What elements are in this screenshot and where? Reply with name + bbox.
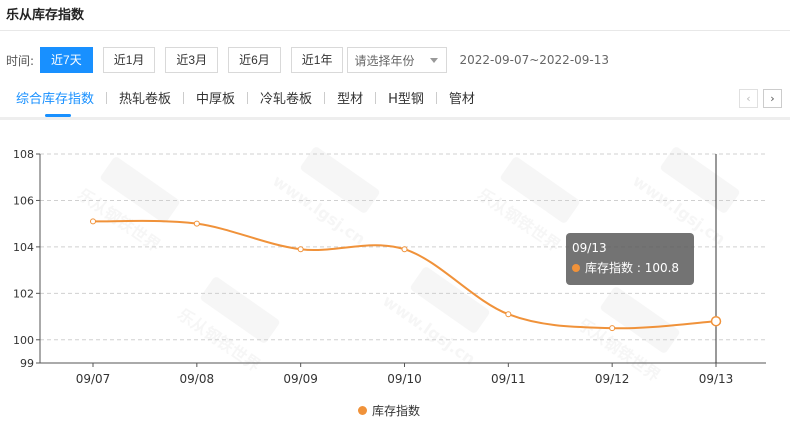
- tabs-prev-button[interactable]: ‹: [739, 89, 758, 108]
- year-select[interactable]: 请选择年份: [347, 47, 448, 73]
- inventory-index-chart: 乐从钢铁世界 www.lgsj.cn 乐从钢铁世界 www.lgsj.cn乐从钢铁世界…: [13, 147, 766, 386]
- watermark-mark: [200, 277, 280, 343]
- tooltip-separator: :: [633, 261, 645, 275]
- page-title: 乐从库存指数: [6, 8, 85, 23]
- data-point: [90, 218, 96, 225]
- time-filter-bar: 时间: 近7天 近1月 近3月 近6月 近1年 请选择年份 2022-09-07…: [6, 47, 609, 73]
- tab-h-beam[interactable]: H型钢: [388, 92, 424, 107]
- legend-series-dot: [358, 406, 367, 415]
- chevron-left-icon: ‹: [746, 92, 751, 105]
- tab-composite-index[interactable]: 综合库存指数: [16, 92, 95, 107]
- tab-divider: [435, 91, 437, 104]
- tab-divider: [247, 91, 249, 104]
- tab-section-steel[interactable]: 型材: [337, 92, 364, 107]
- data-point: [609, 325, 616, 332]
- x-tick-label: 09/10: [387, 372, 422, 386]
- x-tick-label: 09/07: [76, 372, 111, 386]
- time-label: 时间:: [6, 53, 35, 68]
- tab-divider: [106, 91, 108, 104]
- data-point: [193, 220, 200, 227]
- tabs-next-button[interactable]: ›: [763, 89, 782, 108]
- chart-tooltip: 09/13 库存指数 : 100.8: [566, 233, 694, 285]
- active-tab-indicator: [45, 114, 71, 117]
- x-tick-label: 09/11: [491, 372, 526, 386]
- range-3m-button[interactable]: 近3月: [165, 47, 219, 73]
- x-tick-label: 09/12: [595, 372, 630, 386]
- y-tick-label: 100: [13, 334, 34, 347]
- year-select-placeholder: 请选择年份: [354, 53, 415, 68]
- range-1y-button[interactable]: 近1年: [290, 47, 344, 73]
- x-tick-label: 09/09: [283, 372, 318, 386]
- y-tick-label: 102: [13, 287, 34, 300]
- chevron-right-icon: ›: [770, 92, 775, 105]
- x-tick-label: 09/13: [699, 372, 734, 386]
- tooltip-series-name: 库存指数: [585, 261, 634, 275]
- range-6m-button[interactable]: 近6月: [228, 47, 281, 73]
- tab-hot-rolled-coil[interactable]: 热轧卷板: [119, 92, 172, 107]
- date-range-text: 2022-09-07~2022-09-13: [459, 53, 610, 67]
- y-tick-label: 108: [13, 148, 34, 161]
- chevron-down-icon: [430, 57, 439, 63]
- y-tick-label: 104: [13, 241, 34, 254]
- tooltip-date: 09/13: [572, 241, 607, 255]
- tooltip-value: 100.8: [644, 261, 680, 275]
- tab-cold-rolled-coil[interactable]: 冷轧卷板: [260, 92, 313, 107]
- y-tick-label: 99: [20, 357, 34, 370]
- tooltip-row: 库存指数 : 100.8: [572, 257, 688, 279]
- watermark-mark: [300, 147, 380, 213]
- x-tick-label: 09/08: [180, 372, 215, 386]
- tooltip-series-dot: [572, 264, 580, 272]
- watermark-mark: [600, 287, 680, 353]
- data-point: [401, 246, 408, 253]
- chart-legend[interactable]: 库存指数: [358, 402, 420, 419]
- watermark-mark: [410, 267, 490, 333]
- chart-axes: 99 100 102 104 106 108 09/07 09/08 09/09 09/10 09/…: [13, 148, 766, 386]
- tab-medium-plate[interactable]: 中厚板: [196, 92, 236, 107]
- watermark-logo: 乐从钢铁世界: [74, 157, 180, 255]
- tab-divider: [183, 91, 185, 104]
- range-1m-button[interactable]: 近1月: [102, 47, 156, 73]
- data-point: [297, 246, 304, 253]
- title-divider: [0, 30, 790, 31]
- tab-divider: [324, 91, 326, 104]
- category-tabs: 综合库存指数 热轧卷板 中厚板 冷轧卷板 型材 H型钢 管材: [16, 88, 475, 107]
- watermark-mark: [100, 157, 180, 223]
- y-tick-label: 106: [13, 194, 34, 207]
- tab-divider: [375, 91, 377, 104]
- watermark-mark: [500, 157, 580, 223]
- data-point-highlighted: [710, 315, 722, 327]
- watermark-mark: [660, 147, 740, 213]
- data-point: [505, 311, 512, 318]
- watermark-logo: 乐从钢铁世界: [174, 277, 280, 375]
- legend-series-label: 库存指数: [372, 404, 421, 418]
- chart-series: [90, 218, 722, 332]
- watermark-logo: 乐从钢铁世界: [574, 287, 680, 385]
- watermark-logo: www.lgsj.cn: [379, 267, 490, 369]
- tabs-divider: [0, 117, 790, 120]
- range-7d-button[interactable]: 近7天: [40, 47, 93, 73]
- tab-pipe[interactable]: 管材: [448, 92, 475, 107]
